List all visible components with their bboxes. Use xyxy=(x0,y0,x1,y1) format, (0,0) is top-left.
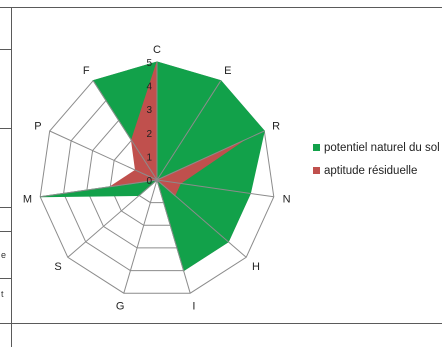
legend-label-potentiel: potentiel naturel du sol xyxy=(324,142,440,154)
axis-spoke-G xyxy=(123,179,158,294)
edge-glyph: e xyxy=(1,250,7,260)
legend-item-aptitude: aptitude résiduelle xyxy=(313,164,441,178)
category-label: G xyxy=(116,301,125,313)
category-label: H xyxy=(252,261,260,273)
axis-spoke-I xyxy=(156,179,191,294)
axis-spoke-H xyxy=(156,179,247,258)
chart-legend: potentiel naturel du sol aptitude résidu… xyxy=(313,141,441,187)
radial-tick-label: 3 xyxy=(146,105,152,116)
axis-spoke-P xyxy=(49,130,158,181)
axis-spoke-M xyxy=(40,179,158,198)
legend-item-potentiel: potentiel naturel du sol xyxy=(313,141,441,155)
frame-tick xyxy=(0,231,12,232)
radial-tick-label: 1 xyxy=(146,152,152,163)
frame-bottom-line xyxy=(0,323,442,324)
frame-tick xyxy=(0,207,12,208)
radar-labels: C E R N H I G S M P F 0 1 2 3 4 5 xyxy=(23,44,291,313)
radial-tick-label: 4 xyxy=(146,82,152,93)
radial-tick-label: 5 xyxy=(146,58,152,69)
edge-glyph: t xyxy=(1,289,4,299)
category-label: F xyxy=(83,65,90,77)
axis-spoke-S xyxy=(67,179,158,258)
legend-label-aptitude: aptitude résiduelle xyxy=(324,165,418,177)
category-label: S xyxy=(54,261,61,273)
category-label: P xyxy=(34,121,41,133)
axis-spoke-E xyxy=(156,80,222,181)
axis-spoke-R xyxy=(156,130,265,181)
frame-tick xyxy=(0,278,12,279)
category-label: E xyxy=(224,65,231,77)
category-label: I xyxy=(192,301,195,313)
frame-tick xyxy=(0,128,12,129)
frame-top-line xyxy=(0,7,442,8)
radial-tick-label: 2 xyxy=(146,129,152,140)
legend-swatch-aptitude xyxy=(313,167,320,174)
axis-spoke-F xyxy=(92,80,158,181)
category-label: N xyxy=(283,194,291,206)
axis-spoke-N xyxy=(156,179,274,198)
radial-tick-label: 0 xyxy=(146,176,152,187)
category-label: C xyxy=(153,44,161,56)
radar-axes xyxy=(40,62,274,294)
radar-series xyxy=(40,61,265,272)
frame-left-line xyxy=(11,8,12,347)
category-label: R xyxy=(272,121,280,133)
category-label: M xyxy=(23,194,32,206)
frame-tick xyxy=(0,49,12,50)
legend-swatch-potentiel xyxy=(313,144,320,151)
